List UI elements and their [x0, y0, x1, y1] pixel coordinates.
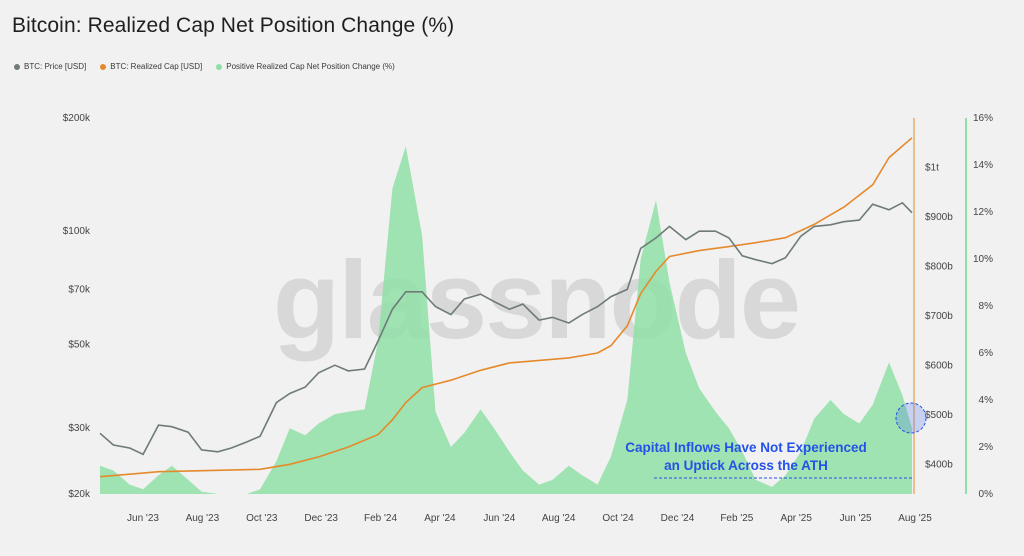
x-tick-label: Aug '25 [898, 513, 932, 524]
x-tick-label: Aug '24 [542, 513, 576, 524]
legend-swatch-price [14, 63, 20, 70]
y-right-tick-label: 10% [973, 254, 993, 265]
y-right-tick-label: 16% [973, 113, 993, 124]
series-net-position-area[interactable] [100, 146, 912, 494]
y-left-tick-label: $200k [63, 113, 91, 124]
y-right-tick-label: 14% [973, 160, 993, 171]
chart-title: Bitcoin: Realized Cap Net Position Chang… [12, 14, 455, 37]
x-tick-label: Feb '25 [720, 513, 753, 524]
y-right-tick-label: 0% [979, 489, 994, 500]
series-realized-cap-line[interactable] [99, 137, 913, 478]
y-left-tick-label: $100k [63, 226, 91, 237]
y-right-tick-label: 12% [973, 207, 993, 218]
x-tick-label: Aug '23 [186, 513, 220, 524]
y-right-tick-label: 2% [979, 442, 994, 453]
y-left-tick-label: $50k [68, 339, 91, 350]
x-tick-label: Jun '24 [483, 513, 515, 524]
legend-item-net-position[interactable]: Positive Realized Cap Net Position Chang… [216, 62, 395, 71]
x-tick-label: Dec '24 [661, 513, 695, 524]
chart-legend: BTC: Price [USD] BTC: Realized Cap [USD]… [14, 62, 395, 71]
legend-item-price[interactable]: BTC: Price [USD] [14, 62, 86, 71]
legend-swatch-net-position [216, 63, 223, 70]
y-realized-tick-label: $800b [925, 261, 953, 272]
y-right-tick-label: 6% [979, 348, 994, 359]
y-right-tick-label: 4% [979, 395, 994, 406]
y-right-tick-label: 8% [979, 301, 994, 312]
x-tick-label: Jun '23 [127, 513, 159, 524]
x-tick-label: Dec '23 [304, 513, 338, 524]
watermark: glassnode [273, 239, 799, 362]
y-realized-tick-label: $500b [925, 410, 953, 421]
x-tick-label: Feb '24 [364, 513, 397, 524]
x-tick-label: Oct '24 [602, 513, 634, 524]
y-realized-tick-label: $600b [925, 360, 953, 371]
legend-label-net-position: Positive Realized Cap Net Position Chang… [226, 62, 395, 71]
x-tick-label: Apr '24 [424, 513, 456, 524]
annotation-line-2: an Uptick Across the ATH [664, 458, 828, 473]
legend-swatch-realized-cap [100, 63, 107, 70]
x-tick-label: Apr '25 [781, 513, 813, 524]
y-realized-tick-label: $400b [925, 459, 953, 470]
annotation-line-1: Capital Inflows Have Not Experienced [625, 440, 867, 455]
series-price-line[interactable] [99, 201, 913, 456]
y-left-tick-label: $20k [68, 489, 91, 500]
y-realized-tick-label: $900b [925, 212, 953, 223]
legend-item-realized-cap[interactable]: BTC: Realized Cap [USD] [100, 62, 202, 71]
x-tick-label: Oct '23 [246, 513, 278, 524]
y-realized-tick-label: $700b [925, 311, 953, 322]
legend-label-price: BTC: Price [USD] [24, 62, 87, 71]
y-left-tick-label: $30k [68, 423, 91, 434]
x-tick-label: Jun '25 [840, 513, 872, 524]
y-left-tick-label: $70k [68, 284, 91, 295]
y-realized-tick-label: $1t [925, 162, 939, 173]
legend-label-realized-cap: BTC: Realized Cap [USD] [110, 62, 203, 71]
annotation-highlight-circle[interactable] [895, 402, 927, 434]
